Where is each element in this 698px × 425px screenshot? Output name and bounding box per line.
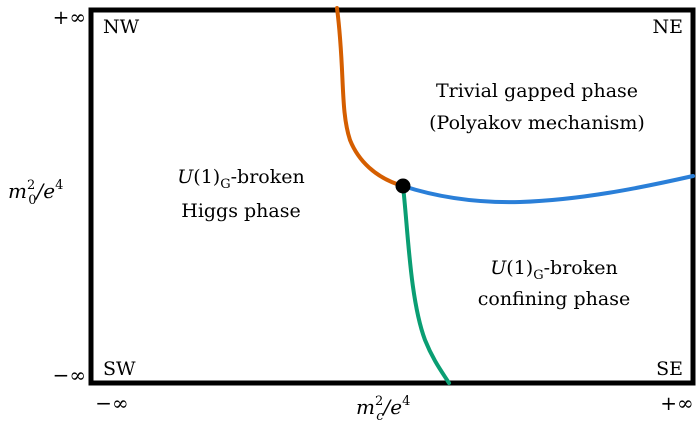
trivial-region-title: Trivial gapped phase: [436, 80, 638, 102]
plot-frame: [88, 7, 696, 386]
confining-region-subtitle: confining phase: [478, 288, 630, 310]
x-axis-right: +∞: [660, 391, 693, 415]
higgs-region-subtitle: Higgs phase: [181, 200, 300, 222]
confining-region-title: U(1)G-broken: [490, 257, 617, 283]
orange-phase-boundary: [335, 6, 405, 188]
triple-point: [395, 178, 411, 194]
x-axis-left: −∞: [95, 391, 128, 415]
blue-phase-boundary: [401, 174, 695, 205]
y-axis-top: +∞: [53, 5, 86, 29]
trivial-region-subtitle: (Polyakov mechanism): [429, 112, 645, 134]
corner-se: SE: [656, 358, 683, 380]
x-axis-label: m2 c/e4: [356, 394, 410, 424]
green-phase-boundary: [401, 184, 451, 385]
corner-nw: NW: [103, 16, 140, 38]
corner-ne: NE: [653, 16, 684, 38]
higgs-region-title: U(1)G-broken: [177, 166, 304, 192]
corner-sw: SW: [103, 358, 136, 380]
y-axis-label: m2 0/e4: [8, 178, 63, 208]
y-axis-bottom: −∞: [53, 363, 86, 387]
